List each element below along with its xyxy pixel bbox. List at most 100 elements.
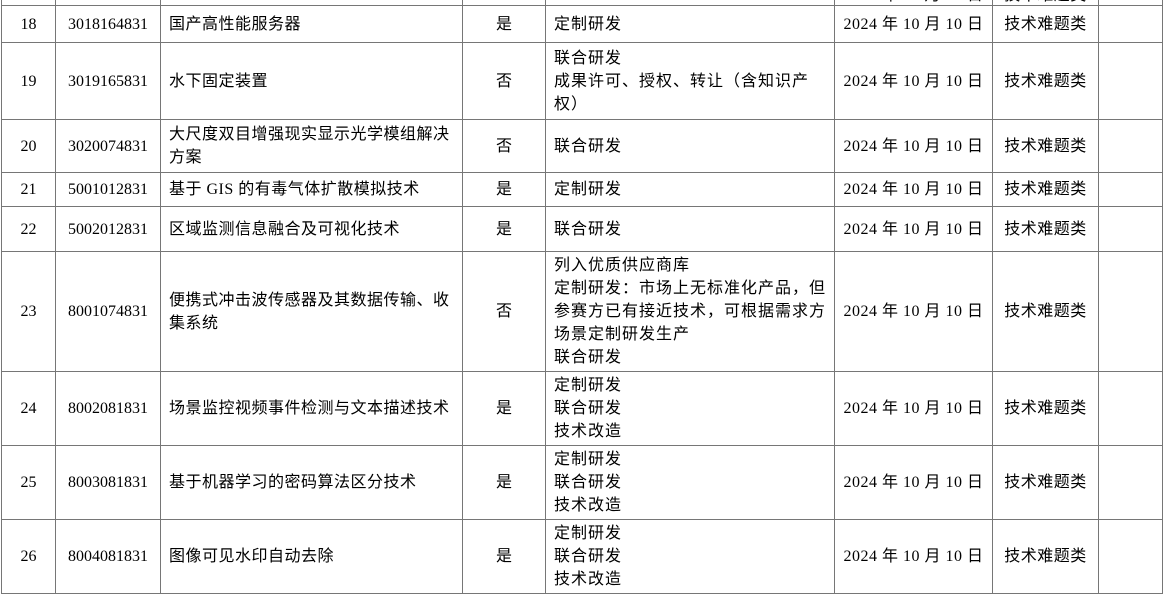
cell-row-number: 18	[1, 5, 56, 43]
cell-row-number: 20	[1, 119, 56, 173]
cell-date: 2024 年 10 月 10 日	[834, 172, 993, 207]
mode-line: 联合研发	[554, 400, 623, 417]
cell-project-id: 8002081831	[55, 371, 161, 446]
cell-project-id: 8004081831	[55, 519, 161, 594]
mode-line: 联合研发	[554, 548, 623, 565]
cell-extra	[1098, 119, 1163, 173]
mode-line: 联合研发	[554, 349, 623, 366]
clipped-date-text: 2024 年 10 月 10 日	[836, 0, 992, 5]
cell-cooperation-modes: 定制研发	[545, 5, 835, 43]
cell-category: 技术难题类	[992, 519, 1099, 594]
cell-project-id: 3020074831	[55, 119, 161, 173]
cell-extra	[1098, 519, 1163, 594]
cell-row-number: 23	[1, 251, 56, 372]
cell-date: 2024 年 10 月 10 日	[834, 445, 993, 520]
cell-row-number: 24	[1, 371, 56, 446]
cell-standard-flag: 是	[462, 445, 546, 520]
cell-category: 技术难题类	[992, 0, 1099, 6]
cell-title: 国产高性能服务器	[160, 5, 463, 43]
cell-cooperation-modes: 定制研发	[545, 172, 835, 207]
mode-line: 定制研发	[554, 15, 623, 33]
cell-standard-flag: 否	[462, 119, 546, 173]
cell-title: 基于机器学习的密码算法区分技术	[160, 445, 463, 520]
table-row: 19 3019165831 水下固定装置 否 联合研发 成果许可、授权、转让（含…	[1, 42, 1163, 120]
cell-date: 2024 年 10 月 10 日	[834, 0, 993, 6]
cell-category: 技术难题类	[992, 172, 1099, 207]
clipped-category-text: 技术难题类	[994, 0, 1098, 5]
mode-line: 定制研发	[554, 181, 623, 198]
cell-category: 技术难题类	[992, 119, 1099, 173]
cell-standard-flag: 是	[462, 5, 546, 43]
cell-category: 技术难题类	[992, 206, 1099, 252]
mode-line: 技术改造	[554, 571, 623, 588]
cell-category: 技术难题类	[992, 371, 1099, 446]
cell-title: 基于 GIS 的有毒气体扩散模拟技术	[160, 172, 463, 207]
cell-standard-flag: 是	[462, 172, 546, 207]
cell-extra	[1098, 5, 1163, 43]
cell-date: 2024 年 10 月 10 日	[834, 206, 993, 252]
cell-standard-flag: 是	[462, 519, 546, 594]
mode-line: 成果许可、授权、转让（含知识产权）	[554, 72, 810, 113]
cell-title: 大尺度双目增强现实显示光学模组解决方案	[160, 119, 463, 173]
mode-line: 列入优质供应商库	[554, 257, 691, 274]
cell-extra	[1098, 172, 1163, 207]
cell-cooperation-modes: 定制研发 联合研发 技术改造	[545, 371, 835, 446]
mode-line: 技术改造	[554, 423, 623, 440]
cell-row-number: 25	[1, 445, 56, 520]
cell-standard-flag: 否	[462, 251, 546, 372]
cell-category: 技术难题类	[992, 5, 1099, 43]
cell-cooperation-modes: 列入优质供应商库 定制研发：市场上无标准化产品，但参赛方已有接近技术，可根据需求…	[545, 251, 835, 372]
cell-date: 2024 年 10 月 10 日	[834, 5, 993, 43]
cell-category: 技术难题类	[992, 42, 1099, 120]
cell-title: 场景监控视频事件检测与文本描述技术	[160, 371, 463, 446]
cell-row-number: 21	[1, 172, 56, 207]
cell-extra	[1098, 206, 1163, 252]
cell-standard-flag: 否	[462, 42, 546, 120]
cell-cooperation-modes: 联合研发 成果许可、授权、转让（含知识产权）	[545, 42, 835, 120]
mode-line: 定制研发	[554, 451, 623, 468]
cell-project-id: 5002012831	[55, 206, 161, 252]
cell-title: 便携式冲击波传感器及其数据传输、收集系统	[160, 251, 463, 372]
cell-date: 2024 年 10 月 10 日	[834, 42, 993, 120]
cell-title: 图像可见水印自动去除	[160, 519, 463, 594]
cell-row-number: 26	[1, 519, 56, 594]
cell-project-id: 3018164831	[55, 5, 161, 43]
cell-cooperation-modes: 联合研发	[545, 119, 835, 173]
cell-extra	[1098, 371, 1163, 446]
cell-title: 区域监测信息融合及可视化技术	[160, 206, 463, 252]
cell-project-id: 8003081831	[55, 445, 161, 520]
cell-date: 2024 年 10 月 10 日	[834, 119, 993, 173]
mode-line: 定制研发：市场上无标准化产品，但参赛方已有接近技术，可根据需求方场景定制研发生产	[554, 280, 827, 343]
cell-row-number: 22	[1, 206, 56, 252]
mode-line: 技术改造	[554, 497, 623, 514]
table-row: 23 8001074831 便携式冲击波传感器及其数据传输、收集系统 否 列入优…	[1, 251, 1163, 372]
cell-project-id: 3019165831	[55, 42, 161, 120]
table-row: 21 5001012831 基于 GIS 的有毒气体扩散模拟技术 是 定制研发 …	[1, 172, 1163, 207]
cell-date: 2024 年 10 月 10 日	[834, 371, 993, 446]
cell-project-id: 5001012831	[55, 172, 161, 207]
cell-row-number: 19	[1, 42, 56, 120]
mode-line: 联合研发	[554, 220, 623, 238]
cell-cooperation-modes: 联合研发	[545, 206, 835, 252]
cell-date: 2024 年 10 月 10 日	[834, 251, 993, 372]
cell-cooperation-modes: 定制研发 联合研发 技术改造	[545, 519, 835, 594]
mode-line: 联合研发	[554, 49, 623, 67]
cell-extra	[1098, 42, 1163, 120]
mode-line: 定制研发	[554, 525, 623, 542]
table-row: 20 3020074831 大尺度双目增强现实显示光学模组解决方案 否 联合研发…	[1, 119, 1163, 173]
table-row: 18 3018164831 国产高性能服务器 是 定制研发 2024 年 10 …	[1, 5, 1163, 43]
cell-standard-flag: 是	[462, 206, 546, 252]
table-row: 24 8002081831 场景监控视频事件检测与文本描述技术 是 定制研发 联…	[1, 371, 1163, 446]
cell-extra	[1098, 251, 1163, 372]
table-row: 26 8004081831 图像可见水印自动去除 是 定制研发 联合研发 技术改…	[1, 519, 1163, 594]
mode-line: 联合研发	[554, 474, 623, 491]
cell-cooperation-modes: 定制研发 联合研发 技术改造	[545, 445, 835, 520]
cell-date: 2024 年 10 月 10 日	[834, 519, 993, 594]
mode-line: 定制研发	[554, 377, 623, 394]
cell-project-id: 8001074831	[55, 251, 161, 372]
table-row: 22 5002012831 区域监测信息融合及可视化技术 是 联合研发 2024…	[1, 206, 1163, 252]
cell-category: 技术难题类	[992, 251, 1099, 372]
table-row: 25 8003081831 基于机器学习的密码算法区分技术 是 定制研发 联合研…	[1, 445, 1163, 520]
cell-category: 技术难题类	[992, 445, 1099, 520]
